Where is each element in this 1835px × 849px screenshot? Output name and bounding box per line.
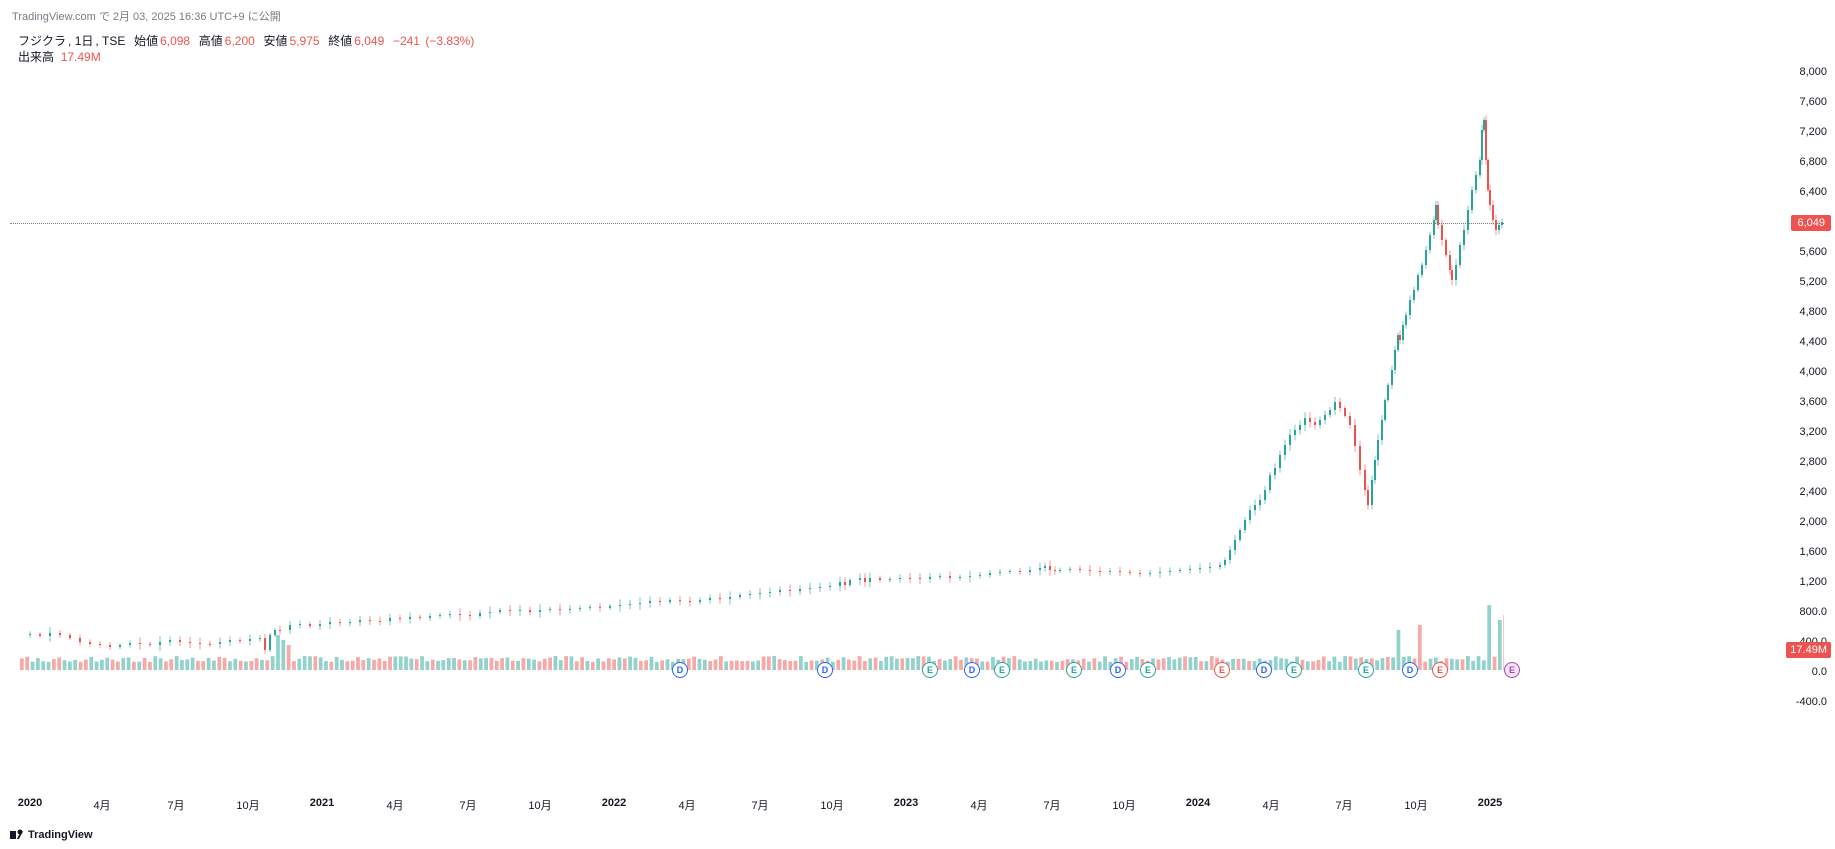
y-axis-label: 800.0 [1799, 606, 1827, 618]
x-axis-label: 7月 [1335, 797, 1352, 813]
y-axis-label: 5,600 [1799, 246, 1827, 258]
event-marker-ep[interactable]: E [1504, 662, 1520, 678]
x-axis-label: 2021 [310, 797, 334, 809]
x-axis-label: 7月 [1043, 797, 1060, 813]
y-axis-label: 0.0 [1812, 666, 1827, 678]
x-axis-label: 10月 [1404, 797, 1427, 813]
current-price-line [10, 223, 1504, 224]
x-axis-label: 10月 [1112, 797, 1135, 813]
event-marker-d[interactable]: D [1256, 662, 1272, 678]
y-axis-label: -400.0 [1796, 696, 1827, 708]
x-axis-label: 4月 [93, 797, 110, 813]
y-axis-label: 8,000 [1799, 66, 1827, 78]
event-marker-d[interactable]: D [1110, 662, 1126, 678]
event-marker-er[interactable]: E [1214, 662, 1230, 678]
y-axis-label: 2,400 [1799, 486, 1827, 498]
y-axis-label: 2,000 [1799, 516, 1827, 528]
y-axis-label: 1,200 [1799, 576, 1827, 588]
event-marker-e[interactable]: E [1066, 662, 1082, 678]
x-axis-label: 2022 [602, 797, 626, 809]
y-axis-label: 1,600 [1799, 546, 1827, 558]
event-marker-e[interactable]: E [1286, 662, 1302, 678]
tradingview-logo[interactable]: TradingView [10, 829, 93, 841]
x-axis-label: 2024 [1186, 797, 1210, 809]
event-marker-e[interactable]: E [1358, 662, 1374, 678]
y-axis-label: 7,200 [1799, 126, 1827, 138]
y-axis-label: 3,200 [1799, 426, 1827, 438]
time-axis[interactable]: 2020 4月 7月 10月 2021 4月 7月 10月 2022 4月 7月 10月 2023 4月 7… [10, 797, 1504, 817]
x-axis-label: 4月 [1262, 797, 1279, 813]
event-marker-d[interactable]: D [1402, 662, 1418, 678]
x-axis-label: 2025 [1478, 797, 1502, 809]
event-marker-d[interactable]: D [672, 662, 688, 678]
x-axis-label: 2020 [18, 797, 42, 809]
event-marker-e[interactable]: E [994, 662, 1010, 678]
current-price-tag: 6,049 [1791, 215, 1831, 231]
y-axis-label: 5,200 [1799, 276, 1827, 288]
event-marker-d[interactable]: D [817, 662, 833, 678]
y-axis-label: 4,400 [1799, 336, 1827, 348]
x-axis-label: 7月 [751, 797, 768, 813]
x-axis-label: 7月 [459, 797, 476, 813]
y-axis-label: 4,000 [1799, 366, 1827, 378]
x-axis-label: 10月 [236, 797, 259, 813]
x-axis-label: 4月 [386, 797, 403, 813]
x-axis-label: 2023 [894, 797, 918, 809]
publish-header: TradingView.com で 2月 03, 2025 16:36 UTC+… [12, 8, 281, 24]
x-axis-label: 4月 [970, 797, 987, 813]
event-marker-er[interactable]: E [1432, 662, 1448, 678]
event-marker-d[interactable]: D [964, 662, 980, 678]
y-axis-label: 7,600 [1799, 96, 1827, 108]
chart-pane[interactable] [10, 30, 1504, 670]
price-chart [10, 30, 1504, 700]
x-axis-label: 7月 [167, 797, 184, 813]
x-axis-label: 10月 [820, 797, 843, 813]
y-axis-label: 6,800 [1799, 156, 1827, 168]
price-axis[interactable]: 8,000 7,600 7,200 6,800 6,400 6,049 5,600 5,200… [1779, 30, 1835, 670]
event-marker-e[interactable]: E [1140, 662, 1156, 678]
x-axis-label: 10月 [528, 797, 551, 813]
footer-text: TradingView [28, 829, 93, 841]
y-axis-label: 6,400 [1799, 186, 1827, 198]
logo-icon [10, 830, 24, 840]
y-axis-label: 3,600 [1799, 396, 1827, 408]
event-marker-e[interactable]: E [922, 662, 938, 678]
y-axis-label: 4,800 [1799, 306, 1827, 318]
y-axis-label: 2,800 [1799, 456, 1827, 468]
x-axis-label: 4月 [678, 797, 695, 813]
volume-tag: 17.49M [1786, 642, 1831, 658]
